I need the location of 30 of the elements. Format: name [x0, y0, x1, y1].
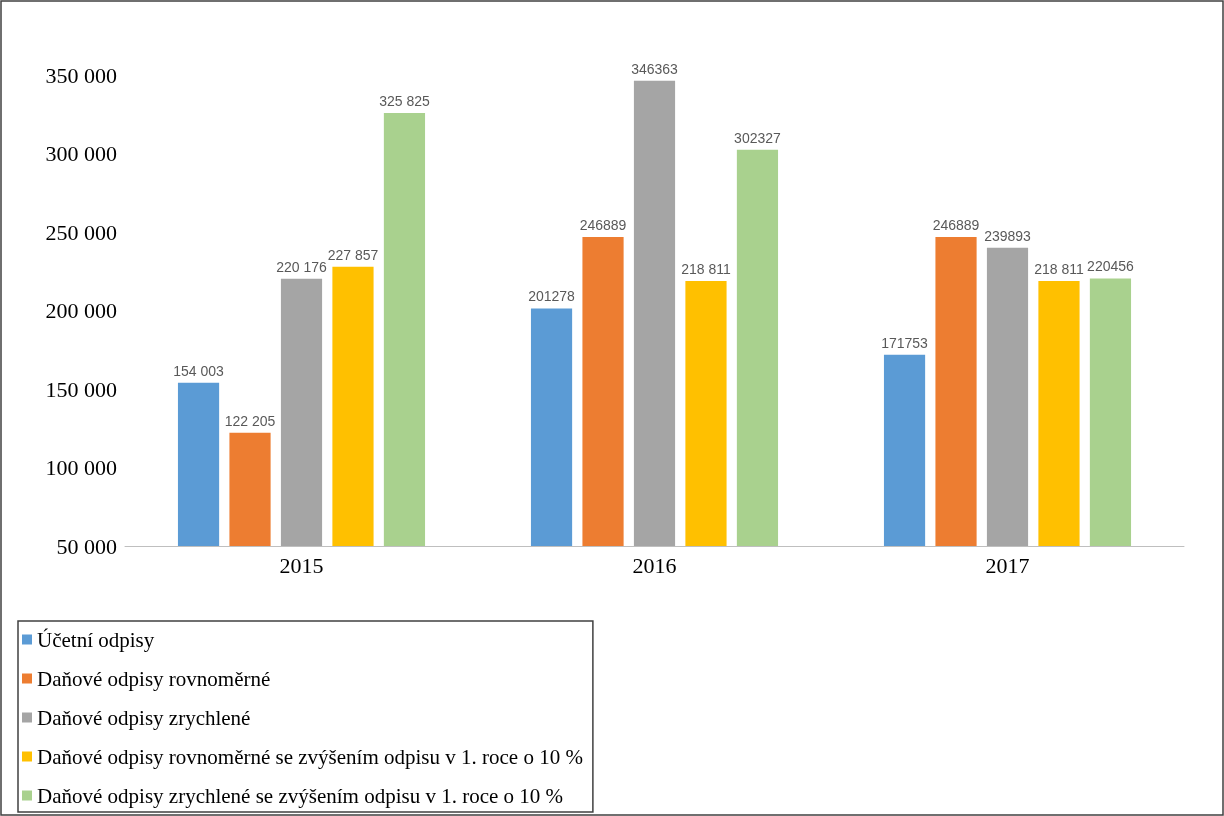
legend-label: Daňové odpisy rovnoměrné [37, 666, 271, 691]
data-label: 218 811 [681, 260, 731, 277]
legend-label: Účetní odpisy [37, 627, 155, 652]
data-label: 246889 [579, 216, 627, 233]
data-label: 171753 [881, 334, 929, 351]
data-label: 220 176 [276, 258, 328, 275]
y-tick-label: 250 000 [45, 219, 117, 245]
data-label: 227 857 [327, 246, 379, 263]
data-label: 246889 [932, 216, 980, 233]
y-tick-label: 300 000 [45, 141, 117, 166]
y-tick-label: 200 000 [45, 298, 117, 323]
data-label: 154 003 [173, 362, 225, 379]
y-tick-label: 350 000 [45, 62, 117, 88]
x-tick-label: 2017 [985, 552, 1030, 578]
y-tick-label: 100 000 [45, 455, 117, 480]
x-tick-label: 2016 [632, 552, 677, 578]
legend-label: Daňové odpisy zrychlené se zvýšením odpisu v 1. roce o 10 % [37, 783, 564, 808]
data-label: 122 205 [224, 412, 276, 429]
data-label: 201278 [528, 288, 576, 305]
data-label: 220456 [1087, 258, 1135, 275]
y-tick-label: 50 000 [56, 533, 117, 559]
data-label: 218 811 [1034, 260, 1084, 277]
x-tick-label: 2015 [279, 552, 324, 578]
y-tick-label: 150 000 [45, 376, 117, 402]
legend-label: Daňové odpisy zrychlené [37, 705, 251, 730]
data-label: 302327 [734, 129, 782, 146]
data-label: 325 825 [379, 92, 430, 109]
data-label: 346363 [631, 60, 679, 77]
data-label: 239893 [984, 227, 1032, 244]
legend-label: Daňové odpisy rovnoměrné se zvýšením odpisu v 1. roce o 10 % [37, 744, 583, 769]
